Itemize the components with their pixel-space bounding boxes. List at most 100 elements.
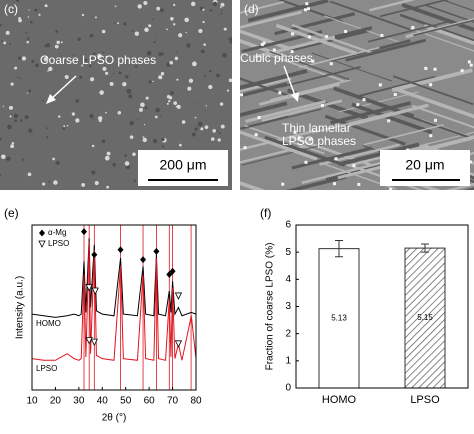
texture [325,35,329,39]
texture [11,7,14,10]
texture [5,30,10,35]
texture [184,17,189,23]
x-tick-label: HOMO [322,394,357,406]
texture [75,118,80,123]
scale-label: 200 μm [160,157,207,173]
texture [362,98,366,102]
texture [148,80,152,84]
texture [91,144,95,148]
marker [169,267,176,275]
marker [174,292,183,300]
texture [6,156,11,161]
texture [35,63,39,68]
texture [212,1,218,7]
texture [186,43,191,48]
texture [166,102,169,105]
texture [291,32,295,36]
x-tick-label: 10 [26,396,38,407]
legend-label: α-Mg [48,228,66,237]
texture [301,161,383,184]
texture [203,74,206,77]
texture [45,136,49,139]
texture [264,135,346,167]
texture [14,119,17,123]
texture [181,120,186,124]
legend-label: LPSO [48,239,69,248]
texture [424,66,428,70]
texture [320,104,324,108]
texture [101,29,106,34]
texture [142,136,145,139]
texture [105,111,107,114]
texture [389,187,393,190]
texture [297,136,301,140]
texture [125,75,129,79]
texture [379,0,449,18]
texture [75,99,79,103]
texture [161,137,165,142]
texture [57,115,61,118]
texture [329,0,411,31]
texture [170,91,174,95]
y-tick-label: 4 [285,274,291,285]
texture [441,0,474,12]
texture [429,83,433,87]
texture [223,27,227,31]
texture [338,91,420,113]
texture [21,56,27,61]
texture [113,22,116,24]
texture [241,144,323,166]
y-tick-label: 0 [285,383,291,394]
texture [220,2,225,7]
texture [125,164,130,170]
texture [411,104,474,129]
texture [178,33,183,38]
texture [43,56,49,62]
texture [460,69,464,73]
texture [132,152,136,156]
texture [204,105,207,108]
texture [259,82,340,106]
texture [44,44,48,48]
texture [153,138,158,144]
texture [60,41,63,44]
texture [356,103,360,107]
texture [174,56,179,61]
texture [220,12,223,15]
texture [247,0,329,23]
texture [469,63,473,67]
texture [31,59,35,63]
y-tick-label: 1 [285,355,291,366]
xrd-curve [31,238,197,318]
panel-label: (d) [244,2,259,16]
texture [161,52,164,56]
texture [212,129,216,133]
texture [173,101,178,105]
x-tick-label: 80 [190,396,202,407]
texture [26,92,29,94]
texture [187,86,192,91]
texture [293,130,297,134]
x-tick-label: 50 [120,396,132,407]
texture [216,73,220,78]
texture [25,31,28,34]
texture [355,75,436,98]
texture [134,31,140,36]
y-tick-label: 3 [285,301,291,312]
texture [156,6,161,11]
texture [117,22,120,25]
texture [285,174,347,190]
texture [81,13,85,17]
texture [160,72,165,76]
texture [26,40,29,44]
texture [42,99,44,102]
y-axis-label: Fraction of coarse LPSO (%) [265,243,276,371]
texture [124,154,128,157]
axes-frame [31,224,197,391]
texture [156,37,158,39]
texture [291,146,373,170]
texture [0,173,2,177]
texture [28,89,32,93]
texture [105,71,109,75]
texture [81,182,86,187]
